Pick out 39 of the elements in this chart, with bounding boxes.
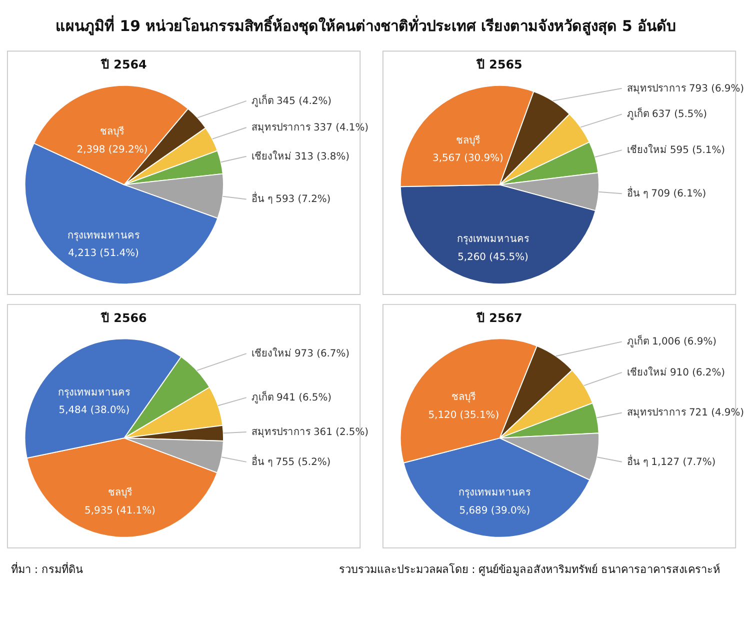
chart-title: ปี 2566 bbox=[100, 310, 147, 325]
slice-label: ชลบุรี bbox=[452, 390, 477, 403]
slice-label: สมุทรปราการ 793 (6.9%) bbox=[626, 83, 744, 94]
slice-label: ภูเก็ต 345 (4.2%) bbox=[251, 92, 332, 107]
data-label: 5,484 (38.0%) bbox=[58, 405, 130, 416]
slice-label: กรุงเทพมหานคร bbox=[458, 487, 532, 498]
slice-label: กรุงเทพมหานคร bbox=[58, 387, 132, 398]
slice-label: ภูเก็ต 941 (6.5%) bbox=[251, 390, 332, 404]
slice-label: เชียงใหม่ 973 (6.7%) bbox=[251, 348, 350, 360]
slice-label: สมุทรปราการ 721 (4.9%) bbox=[626, 408, 744, 419]
chart-title: ปี 2567 bbox=[476, 310, 522, 325]
chart-title: ปี 2564 bbox=[100, 58, 147, 72]
text: ที่มา : กรมที่ดิน bbox=[10, 562, 84, 576]
slice-label: อื่น ๆ 593 (7.2%) bbox=[251, 191, 331, 206]
slice-label: กรุงเทพมหานคร bbox=[456, 234, 530, 245]
slice-label: ชลบุรี bbox=[456, 134, 481, 146]
slice-label: อื่น ๆ 755 (5.2%) bbox=[251, 454, 331, 468]
slice-label: ภูเก็ต 1,006 (6.9%) bbox=[626, 334, 717, 348]
slice-label: ชลบุรี bbox=[108, 486, 133, 498]
slice-label: เชียงใหม่ 595 (5.1%) bbox=[626, 144, 726, 156]
slice-label: กรุงเทพมหานคร bbox=[68, 230, 141, 242]
slice-label: อื่น ๆ 709 (6.1%) bbox=[626, 186, 706, 200]
data-label: 5,120 (35.1%) bbox=[428, 410, 500, 421]
slice-label: เชียงใหม่ 313 (3.8%) bbox=[251, 150, 350, 162]
data-label: 2,398 (29.2%) bbox=[76, 144, 148, 156]
slice-label: เชียงใหม่ 910 (6.2%) bbox=[626, 366, 726, 378]
data-label: 4,213 (51.4%) bbox=[68, 248, 140, 260]
text: รวบรวมและประมวลผลโดย : ศูนย์ข้อมูลอสังหาริมทรัพย์ ธนาคารอาคารสงเคราะห์ bbox=[339, 563, 720, 576]
data-label: 5,689 (39.0%) bbox=[459, 505, 530, 516]
slice-label: ชลบุรี bbox=[100, 125, 126, 138]
data-label: 5,260 (45.5%) bbox=[458, 252, 529, 263]
data-label: 3,567 (30.9%) bbox=[432, 153, 504, 164]
slice-label: ภูเก็ต 637 (5.5%) bbox=[626, 106, 708, 120]
slice-label: อื่น ๆ 1,127 (7.7%) bbox=[626, 454, 716, 468]
data-label: 5,935 (41.1%) bbox=[84, 505, 156, 516]
text: แผนภูมิที่ 19 หน่วยโอนกรรมสิทธิ์ห้องชุดให้คนต่างชาติทั่วประเทศ เรียงตามจังหวัดสูงสุด 5 อันดับ bbox=[56, 14, 676, 36]
slice-label: สมุทรปราการ 337 (4.1%) bbox=[251, 122, 369, 134]
slice-label: สมุทรปราการ 361 (2.5%) bbox=[251, 426, 369, 438]
chart-title: ปี 2565 bbox=[476, 58, 522, 72]
